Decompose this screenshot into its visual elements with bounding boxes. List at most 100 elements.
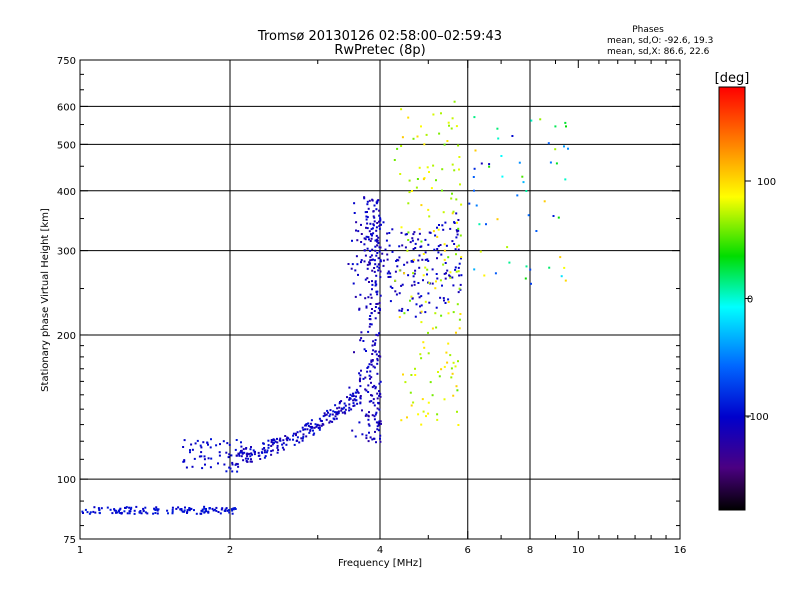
data-point: [376, 252, 379, 254]
data-point: [403, 263, 406, 266]
data-point: [374, 245, 377, 248]
data-point: [202, 441, 205, 444]
data-point: [444, 262, 447, 264]
data-point: [100, 507, 103, 510]
data-point: [248, 452, 251, 455]
data-point: [443, 365, 446, 368]
data-point: [351, 263, 354, 266]
data-point: [281, 446, 284, 449]
data-point: [339, 401, 341, 403]
data-point: [457, 248, 460, 251]
data-point: [451, 117, 454, 120]
data-point: [370, 360, 373, 363]
y-tick-label: 300: [57, 247, 76, 258]
data-point: [440, 253, 443, 256]
data-point: [381, 252, 384, 255]
data-point: [219, 443, 221, 446]
data-point: [366, 263, 369, 266]
data-point: [398, 316, 401, 319]
data-point: [420, 304, 423, 307]
data-point: [370, 254, 373, 257]
data-point: [455, 236, 458, 239]
data-point: [413, 231, 416, 234]
data-point: [398, 245, 401, 248]
y-tick-label: 75: [63, 535, 76, 546]
data-point: [357, 230, 360, 233]
data-point: [200, 451, 203, 454]
data-point: [370, 258, 373, 261]
data-point: [412, 272, 415, 275]
data-point: [459, 283, 462, 286]
data-point: [455, 270, 458, 273]
data-point: [372, 398, 375, 401]
data-point: [277, 449, 280, 451]
data-point: [449, 271, 452, 274]
data-point: [368, 431, 370, 434]
data-point: [446, 140, 449, 142]
data-point: [262, 442, 265, 445]
data-point: [310, 425, 313, 428]
data-point: [454, 268, 457, 271]
data-point: [371, 269, 374, 272]
data-point: [378, 263, 380, 266]
data-point: [189, 451, 191, 454]
data-point: [355, 229, 357, 232]
data-point: [424, 251, 427, 254]
data-point: [272, 439, 275, 442]
data-point: [420, 204, 423, 207]
data-point: [377, 422, 380, 425]
data-point: [417, 238, 420, 241]
data-point: [365, 305, 368, 308]
data-point: [267, 444, 270, 447]
data-point: [368, 261, 371, 264]
data-point: [426, 273, 428, 276]
data-point: [338, 406, 341, 409]
data-point: [373, 343, 376, 346]
data-point: [214, 508, 216, 511]
data-point: [443, 299, 445, 302]
data-point: [270, 441, 273, 443]
data-point: [228, 466, 231, 469]
data-point: [203, 455, 206, 458]
data-point: [453, 100, 456, 103]
data-point: [355, 255, 358, 258]
data-point: [368, 230, 371, 233]
data-point: [426, 258, 429, 261]
data-point: [286, 439, 289, 442]
data-point: [366, 247, 369, 250]
data-point: [401, 136, 404, 139]
data-point: [175, 507, 178, 510]
data-point: [201, 510, 204, 513]
data-point: [352, 395, 355, 397]
data-point: [530, 282, 532, 285]
data-point: [252, 449, 255, 452]
data-point: [564, 279, 567, 282]
data-point: [204, 510, 207, 513]
data-point: [349, 393, 352, 396]
data-point: [453, 221, 456, 224]
data-point: [434, 234, 437, 237]
data-point: [365, 226, 367, 229]
data-point: [218, 451, 221, 454]
data-point: [324, 414, 327, 417]
data-point: [391, 287, 394, 289]
data-point: [230, 508, 233, 511]
data-point: [420, 423, 423, 426]
data-point: [365, 437, 368, 440]
data-point: [378, 220, 380, 223]
data-point: [240, 445, 243, 448]
data-point: [360, 259, 363, 262]
data-point: [554, 125, 557, 128]
data-point: [317, 427, 320, 429]
data-point: [447, 256, 450, 259]
data-point: [171, 506, 174, 509]
data-point: [434, 312, 437, 315]
data-point: [371, 248, 374, 251]
data-point: [375, 234, 378, 237]
data-point: [430, 187, 433, 190]
data-point: [375, 411, 378, 414]
data-point: [420, 295, 423, 298]
data-point: [424, 238, 427, 241]
data-point: [365, 389, 368, 392]
data-point: [155, 508, 158, 511]
